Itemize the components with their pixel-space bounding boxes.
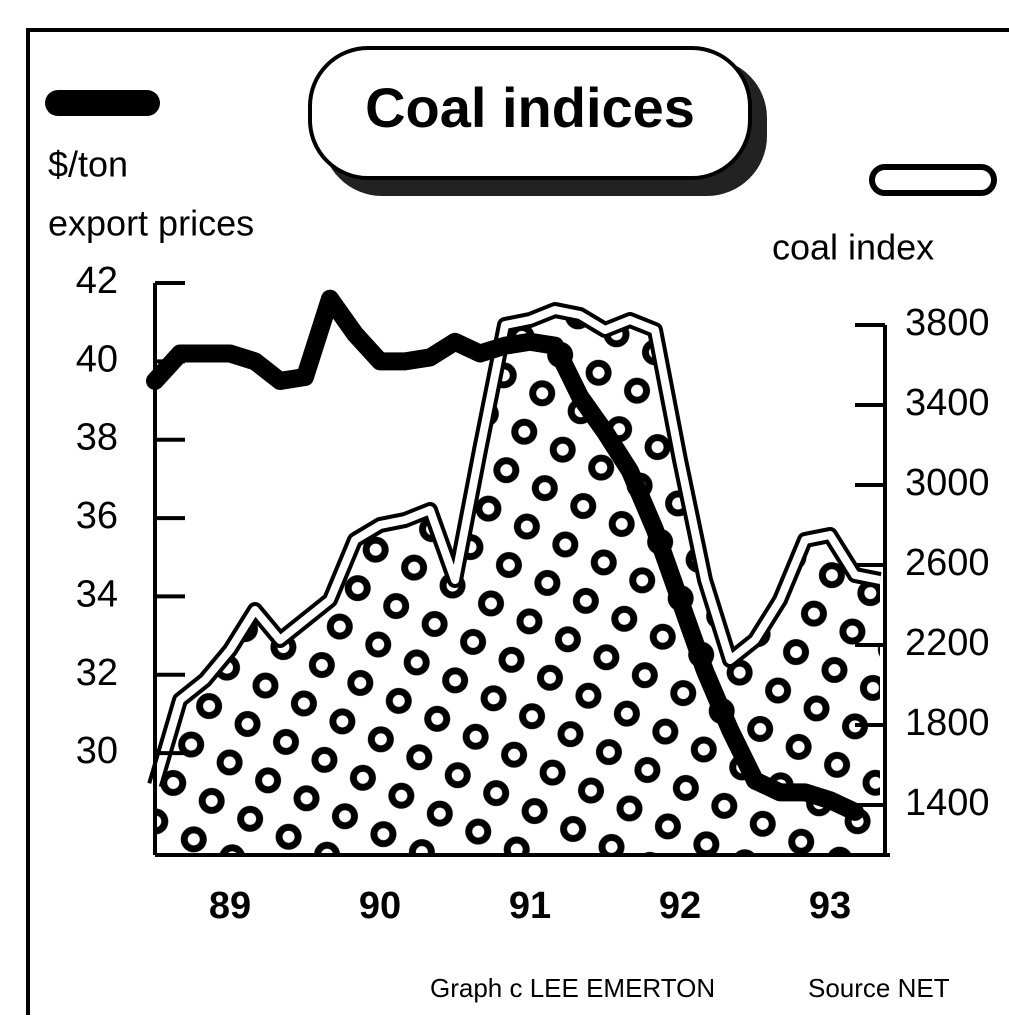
line — [146, 289, 864, 821]
credit: Graph c LEE EMERTON — [430, 973, 715, 1003]
y-axis-label: $/ton — [48, 144, 128, 185]
x-tick-label: 91 — [509, 885, 551, 927]
legend-swatch — [45, 90, 160, 116]
line — [151, 306, 881, 787]
y2-tick-label: 3000 — [905, 462, 990, 504]
x-tick-label: 92 — [659, 885, 701, 927]
y2-tick-label: 3400 — [905, 382, 990, 424]
chart-title: Coal indices — [365, 76, 695, 139]
y-tick-label: 30 — [76, 730, 118, 772]
y2-tick-label: 1400 — [905, 782, 990, 824]
y2-tick-label: 2200 — [905, 622, 990, 664]
y2-tick-label: 3800 — [905, 302, 990, 344]
x-tick-label: 89 — [209, 885, 251, 927]
x-tick-label: 93 — [809, 885, 851, 927]
title-box — [308, 46, 752, 180]
y2-tick-label: 1800 — [905, 702, 990, 744]
area — [155, 310, 880, 855]
y2-tick-label: 2600 — [905, 542, 990, 584]
y-tick-label: 38 — [76, 417, 118, 459]
y-axis-label: export prices — [48, 203, 254, 244]
y-tick-label: 36 — [76, 495, 118, 537]
x-tick-label: 90 — [359, 885, 401, 927]
y-tick-label: 34 — [76, 573, 118, 615]
legend-swatch — [869, 164, 997, 196]
y-tick-label: 40 — [76, 338, 118, 380]
frame — [26, 28, 1009, 1015]
y-tick-label: 32 — [76, 652, 118, 694]
source: Source NET — [808, 973, 950, 1003]
y-tick-label: 42 — [76, 260, 118, 302]
y2-axis-label: coal index — [772, 227, 934, 268]
